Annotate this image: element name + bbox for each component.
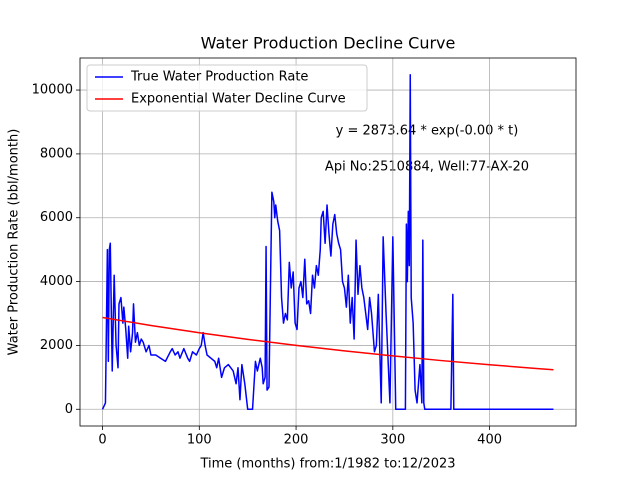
y-tick-label: 8000	[40, 146, 73, 161]
x-tick-label: 0	[98, 433, 106, 448]
y-tick-label: 6000	[40, 210, 73, 225]
y-tick-label: 2000	[40, 338, 73, 353]
legend: True Water Production Rate Exponential Wa…	[86, 64, 368, 112]
x-axis-label: Time (months) from:1/1982 to:12/2023	[199, 457, 455, 472]
chart-title: Water Production Decline Curve	[201, 34, 456, 53]
y-axis-label: Water Production Rate (bbl/month)	[7, 129, 22, 356]
x-tick-label: 300	[380, 433, 405, 448]
data-line	[101, 73, 554, 411]
x-tick-label: 100	[187, 433, 212, 448]
legend-label: Exponential Water Decline Curve	[131, 92, 346, 107]
x-tick-label: 200	[284, 433, 309, 448]
y-tick-label: 0	[65, 402, 73, 417]
legend-label: True Water Production Rate	[130, 70, 308, 85]
y-tick-label: 4000	[40, 274, 73, 289]
axes-frame	[79, 57, 577, 427]
y-tick-label: 10000	[32, 83, 73, 98]
annotation: Api No:2510884, Well:77-AX-20	[325, 160, 529, 175]
data-line	[102, 316, 554, 371]
x-tick-label: 400	[477, 433, 502, 448]
legend-box	[86, 64, 368, 112]
annotation: y = 2873.64 * exp(-0.00 * t)	[336, 124, 519, 139]
